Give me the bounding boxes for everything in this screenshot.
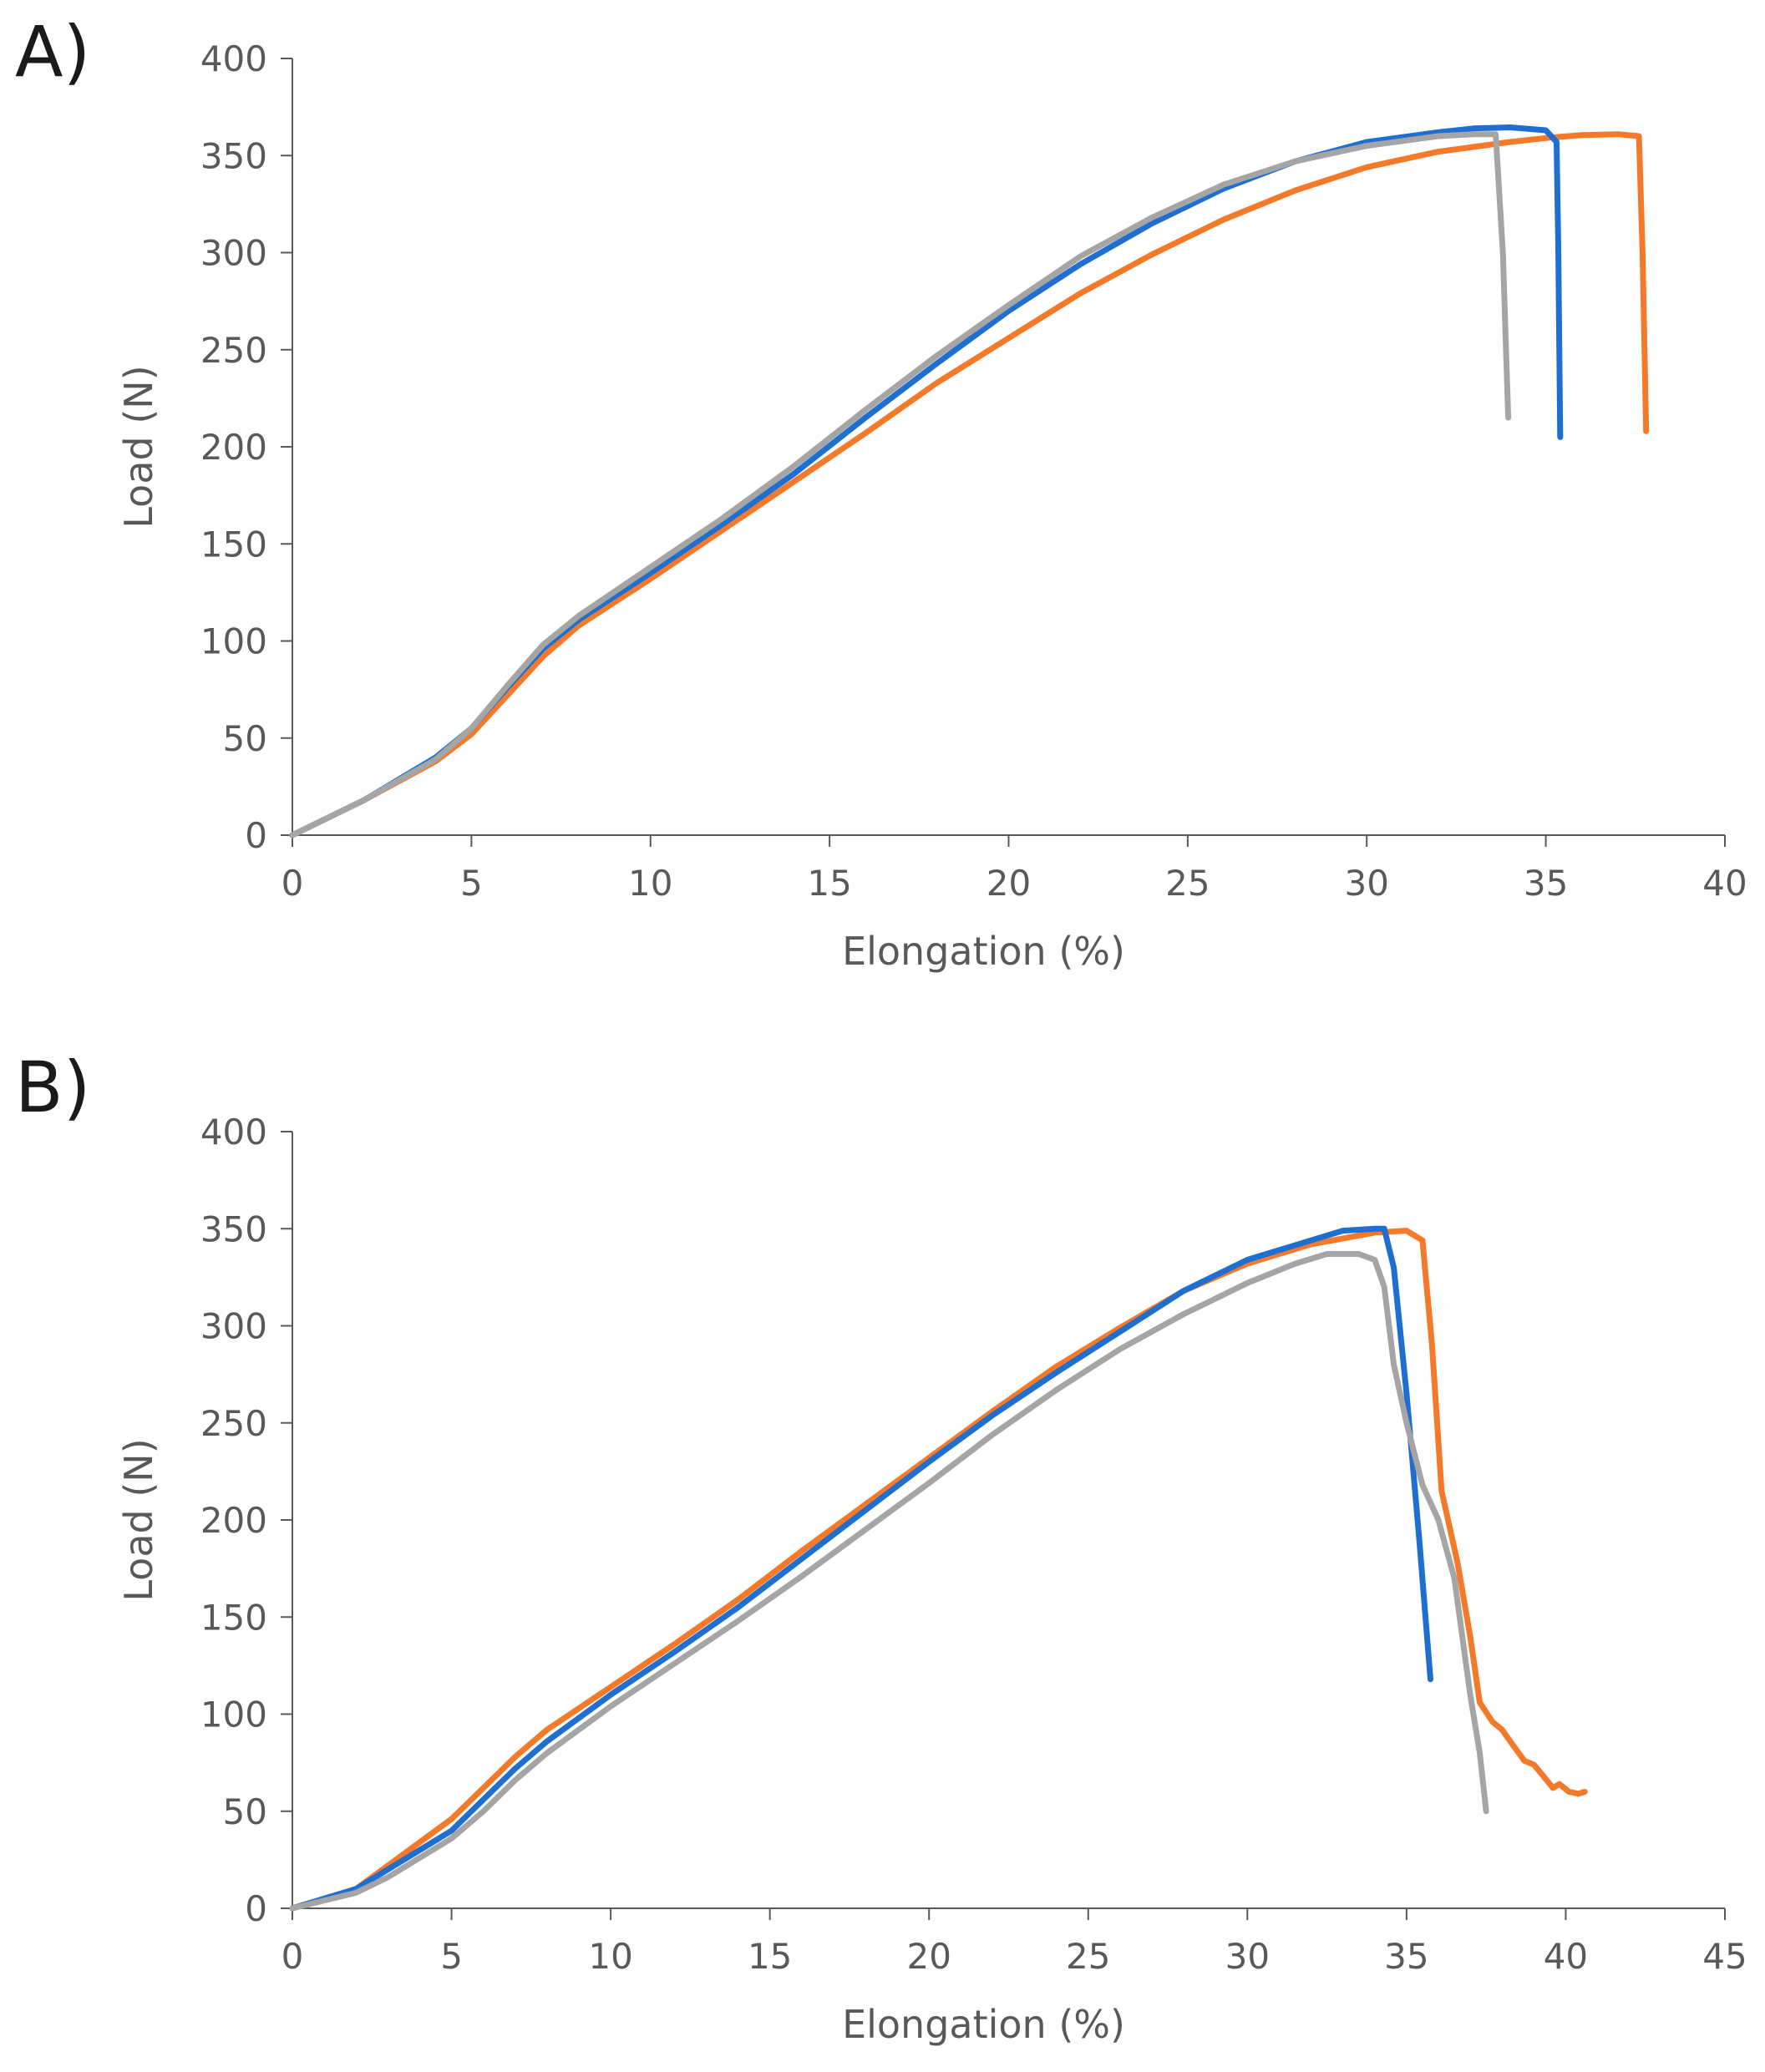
a-x-axis-title: Elongation (%) bbox=[842, 929, 1125, 974]
b-x-tick-label: 15 bbox=[748, 1936, 792, 1977]
b-y-tick-label: 100 bbox=[200, 1695, 267, 1735]
chart-panel-a: A) 0 50 100 150 200 250 300 350 400 0 5 10 15 20 25 30 3… bbox=[15, 11, 1747, 974]
b-x-axis-title: Elongation (%) bbox=[842, 2002, 1125, 2047]
b-series-gray-line bbox=[289, 1251, 1489, 1912]
a-series-blue-line bbox=[289, 124, 1564, 838]
a-y-tick-label: 300 bbox=[200, 233, 267, 274]
chart-panel-b: B) 0 50 100 150 200 250 300 350 400 0 5 10 15 20 25 30 3… bbox=[0, 1036, 1765, 2072]
a-x-tick-label: 20 bbox=[986, 863, 1031, 904]
b-series-blue-line bbox=[289, 1225, 1433, 1912]
chart-a: 0 50 100 150 200 250 300 350 400 0 5 10 15 20 25 30 35 40… bbox=[116, 38, 1747, 974]
b-y-tick-label: 250 bbox=[200, 1403, 267, 1444]
b-series-orange-line bbox=[289, 1228, 1588, 1912]
b-x-tick-label: 35 bbox=[1384, 1936, 1428, 1977]
a-y-tick-label: 100 bbox=[200, 621, 267, 662]
panel-label-b: B) bbox=[15, 1046, 91, 1128]
a-x-tick-label: 10 bbox=[628, 863, 672, 904]
b-y-tick-label: 350 bbox=[200, 1208, 267, 1249]
a-y-axis-title: Load (N) bbox=[116, 365, 161, 528]
b-y-tick-label: 300 bbox=[200, 1306, 267, 1347]
a-x-tick-label: 30 bbox=[1345, 863, 1389, 904]
a-y-tick-label: 50 bbox=[223, 718, 267, 759]
b-y-tick-label: 400 bbox=[200, 1112, 267, 1153]
b-x-tick-label: 30 bbox=[1225, 1936, 1270, 1977]
b-x-tick-label: 40 bbox=[1544, 1936, 1588, 1977]
a-y-tick-label: 200 bbox=[200, 427, 267, 468]
chart-b: 0 50 100 150 200 250 300 350 400 0 5 10 15 20 25 30 35 40… bbox=[116, 1112, 1747, 2047]
a-series-orange-line bbox=[289, 131, 1650, 838]
b-y-tick-label: 150 bbox=[200, 1597, 267, 1638]
a-x-tick-label: 15 bbox=[807, 863, 851, 904]
a-y-tick-label: 250 bbox=[200, 330, 267, 371]
b-y-axis-title: Load (N) bbox=[116, 1438, 161, 1601]
b-x-tick-label: 20 bbox=[906, 1936, 951, 1977]
a-x-tick-label: 5 bbox=[460, 863, 483, 904]
a-y-tick-label: 350 bbox=[200, 135, 267, 176]
a-y-tick-label: 0 bbox=[245, 815, 267, 856]
a-x-tick-label: 40 bbox=[1702, 863, 1747, 904]
panel-label-a: A) bbox=[15, 11, 91, 93]
b-y-tick-label: 50 bbox=[223, 1791, 267, 1832]
a-series-gray-line bbox=[289, 131, 1512, 838]
b-x-tick-label: 25 bbox=[1066, 1936, 1110, 1977]
a-x-tick-label: 25 bbox=[1165, 863, 1210, 904]
b-x-tick-label: 5 bbox=[440, 1936, 463, 1977]
a-x-tick-label: 35 bbox=[1524, 863, 1568, 904]
a-y-tick-label: 150 bbox=[200, 524, 267, 565]
b-y-tick-label: 200 bbox=[200, 1500, 267, 1541]
a-y-tick-label: 400 bbox=[200, 38, 267, 79]
a-x-tick-label: 0 bbox=[281, 863, 304, 904]
b-x-tick-label: 45 bbox=[1702, 1936, 1747, 1977]
b-x-tick-label: 10 bbox=[588, 1936, 632, 1977]
b-x-tick-label: 0 bbox=[281, 1936, 304, 1977]
b-y-tick-label: 0 bbox=[245, 1888, 267, 1929]
